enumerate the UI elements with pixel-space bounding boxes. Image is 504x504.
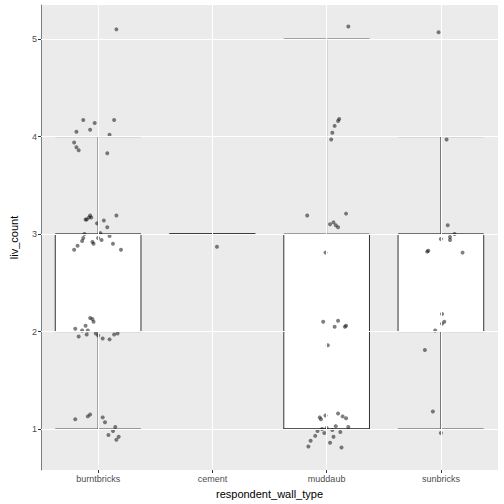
svg-text:2: 2: [32, 327, 37, 337]
svg-text:1: 1: [32, 424, 37, 434]
svg-text:cement: cement: [198, 474, 228, 484]
svg-text:liv_count: liv_count: [8, 216, 20, 259]
svg-text:4: 4: [32, 132, 37, 142]
svg-text:respondent_wall_type: respondent_wall_type: [216, 488, 323, 500]
svg-text:burntbricks: burntbricks: [76, 474, 121, 484]
svg-text:5: 5: [32, 34, 37, 44]
svg-text:muddaub: muddaub: [308, 474, 346, 484]
svg-text:sunbricks: sunbricks: [422, 474, 461, 484]
svg-text:3: 3: [32, 229, 37, 239]
